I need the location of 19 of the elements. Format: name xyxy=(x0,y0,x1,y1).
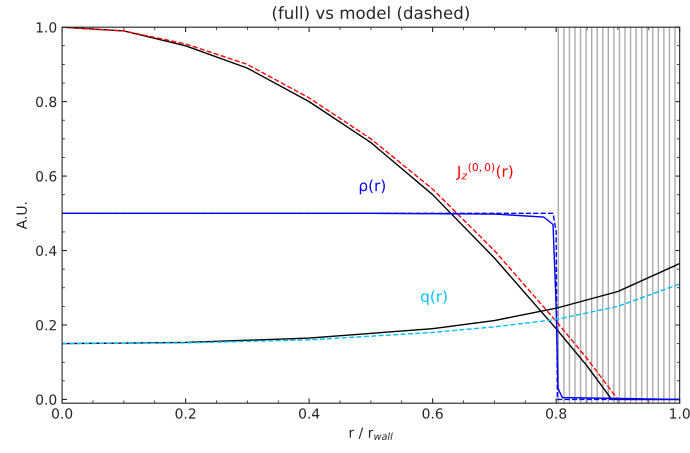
y-tick-label: 1.0 xyxy=(36,22,56,33)
y-tick-label: 0.0 xyxy=(36,394,56,405)
chart-title: (full) vs model (dashed) xyxy=(272,6,469,22)
line-series xyxy=(62,283,680,344)
series-label: q(r) xyxy=(420,290,447,306)
y-tick-label: 0.6 xyxy=(36,171,56,182)
series-label: ρ(r) xyxy=(360,180,385,194)
x-tick-label: 0.4 xyxy=(298,408,320,419)
x-tick-label: 0.0 xyxy=(52,408,72,419)
series-label: J$_{z}$$^{(0,0)}$(r) xyxy=(456,162,512,180)
x-axis-title: r / r$_{wall}$ xyxy=(350,427,393,440)
y-tick-label: 0.2 xyxy=(36,320,56,330)
x-tick-label: 0.8 xyxy=(546,408,566,419)
x-tick-label: 1.0 xyxy=(670,408,690,419)
y-tick-label: 0.8 xyxy=(36,96,56,108)
y-axis-title: A.U. xyxy=(16,202,27,230)
y-tick-label: 0.4 xyxy=(36,246,56,256)
x-tick-label: 0.6 xyxy=(422,408,443,419)
x-tick-label: 0.2 xyxy=(175,408,196,419)
